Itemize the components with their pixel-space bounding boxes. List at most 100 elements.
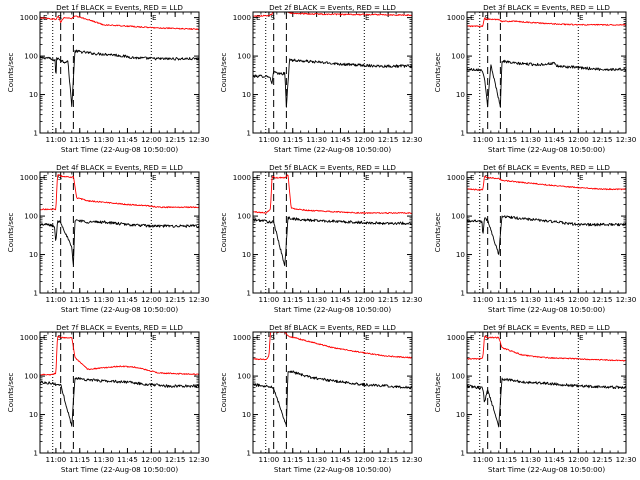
y-axis-label: Counts/sec <box>219 373 228 413</box>
x-tick-label: 11:30 <box>93 135 114 144</box>
y-axis-label: Counts/sec <box>219 53 228 93</box>
x-tick-label: 12:15 <box>378 455 399 464</box>
events-series-line <box>39 376 200 427</box>
y-tick-label: 100 <box>237 372 251 381</box>
x-tick-label: 11:30 <box>306 135 327 144</box>
left-edge-marker-label: E <box>256 333 261 342</box>
plot-frame <box>466 171 627 294</box>
plot-frame <box>252 331 413 454</box>
x-tick-label: 11:00 <box>46 455 67 464</box>
x-tick-label: 12:30 <box>189 455 210 464</box>
y-axis-label: Counts/sec <box>6 373 15 413</box>
chart-panel-9: Det 9f BLACK = Events, RED = LLD Counts/s… <box>433 323 637 474</box>
y-tick-label: 1000 <box>447 13 466 22</box>
x-tick-label: 12:15 <box>165 135 186 144</box>
x-tick-label: 12:30 <box>616 135 637 144</box>
x-tick-label: 12:15 <box>592 135 613 144</box>
x-tick-label: 12:00 <box>141 455 162 464</box>
y-axis-label: Counts/sec <box>6 213 15 253</box>
x-tick-label: 12:00 <box>141 295 162 304</box>
y-tick-label: 10 <box>456 410 466 419</box>
plot-frame <box>39 171 200 294</box>
x-tick-label: 11:30 <box>520 295 541 304</box>
x-tick-label: 12:30 <box>189 295 210 304</box>
y-tick-label: 10 <box>29 250 39 259</box>
y-axis-label: Counts/sec <box>6 53 15 93</box>
x-tick-label: 12:15 <box>592 455 613 464</box>
events-series-line <box>39 219 200 266</box>
x-tick-label: 11:30 <box>306 455 327 464</box>
y-tick-label: 1 <box>460 449 465 458</box>
plot-frame <box>252 11 413 134</box>
x-tick-label: 11:00 <box>473 135 494 144</box>
x-tick-label: 12:15 <box>378 295 399 304</box>
y-tick-label: 1 <box>460 129 465 138</box>
x-tick-label: 11:15 <box>69 455 90 464</box>
x-tick-label: 11:00 <box>259 455 280 464</box>
x-tick-label: 11:15 <box>496 135 517 144</box>
left-edge-marker-label: E <box>470 333 475 342</box>
x-tick-label: 11:00 <box>473 295 494 304</box>
plot-frame <box>252 171 413 294</box>
chart-title: Det 1f BLACK = Events, RED = LLD <box>56 3 183 12</box>
chart-panel-7: Det 7f BLACK = Events, RED = LLD Counts/s… <box>6 323 210 474</box>
chart-panel-6: Det 6f BLACK = Events, RED = LLD Counts/s… <box>433 163 637 314</box>
x-tick-label: 12:30 <box>616 295 637 304</box>
y-tick-label: 100 <box>451 52 465 61</box>
y-tick-label: 100 <box>237 52 251 61</box>
y-axis-label: Counts/sec <box>433 213 442 253</box>
y-tick-label: 100 <box>451 372 465 381</box>
x-tick-label: 11:45 <box>544 455 565 464</box>
x-tick-label: 11:00 <box>259 135 280 144</box>
events-series-line <box>252 58 413 108</box>
lld-series-line <box>466 175 626 191</box>
y-tick-label: 10 <box>29 410 39 419</box>
start-marker-label: S <box>484 13 489 22</box>
lld-series-line <box>466 335 626 362</box>
x-axis-label: Start Time (22-Aug-08 10:50:00) <box>488 145 605 154</box>
x-tick-label: 11:45 <box>330 455 351 464</box>
x-tick-label: 12:15 <box>165 295 186 304</box>
lld-series-line <box>39 174 199 211</box>
events-series-line <box>252 370 412 426</box>
end-marker-label: E <box>579 333 584 342</box>
start-marker-label: S <box>270 173 275 182</box>
events-series-line <box>466 215 627 255</box>
y-tick-label: 100 <box>24 52 38 61</box>
lld-series-line <box>39 335 199 376</box>
chart-title: Det 8f BLACK = Events, RED = LLD <box>269 323 396 332</box>
chart-title: Det 9f BLACK = Events, RED = LLD <box>483 323 610 332</box>
x-tick-label: 11:15 <box>282 135 303 144</box>
y-tick-label: 10 <box>456 90 466 99</box>
x-tick-label: 11:45 <box>544 135 565 144</box>
y-tick-label: 100 <box>24 372 38 381</box>
chart-title: Det 3f BLACK = Events, RED = LLD <box>483 3 610 12</box>
x-tick-label: 11:00 <box>46 295 67 304</box>
chart-title: Det 5f BLACK = Events, RED = LLD <box>269 163 396 172</box>
chart-panel-3: Det 3f BLACK = Events, RED = LLD Counts/s… <box>433 3 637 154</box>
y-tick-label: 10 <box>242 410 252 419</box>
left-edge-marker-label: E <box>470 13 475 22</box>
plot-frame <box>39 11 200 134</box>
y-tick-label: 10 <box>242 90 252 99</box>
events-series-line <box>466 377 626 428</box>
left-edge-marker-label: E <box>43 13 48 22</box>
plot-frame <box>39 331 200 454</box>
x-tick-label: 12:30 <box>402 295 423 304</box>
lld-series-line <box>39 15 199 31</box>
x-axis-label: Start Time (22-Aug-08 10:50:00) <box>488 305 605 314</box>
x-tick-label: 11:15 <box>282 295 303 304</box>
chart-panel-2: Det 2f BLACK = Events, RED = LLD Counts/s… <box>219 3 423 154</box>
x-tick-label: 11:30 <box>93 295 114 304</box>
y-tick-label: 100 <box>451 212 465 221</box>
chart-panel-1: Det 1f BLACK = Events, RED = LLD Counts/s… <box>6 3 210 154</box>
x-tick-label: 12:00 <box>354 135 375 144</box>
x-tick-label: 12:30 <box>189 135 210 144</box>
chart-title: Det 6f BLACK = Events, RED = LLD <box>483 163 610 172</box>
plot-frame <box>466 331 627 454</box>
y-tick-label: 1 <box>246 449 251 458</box>
y-tick-label: 1 <box>460 289 465 298</box>
x-tick-label: 12:00 <box>141 135 162 144</box>
y-tick-label: 1000 <box>447 333 466 342</box>
x-tick-label: 11:30 <box>520 455 541 464</box>
